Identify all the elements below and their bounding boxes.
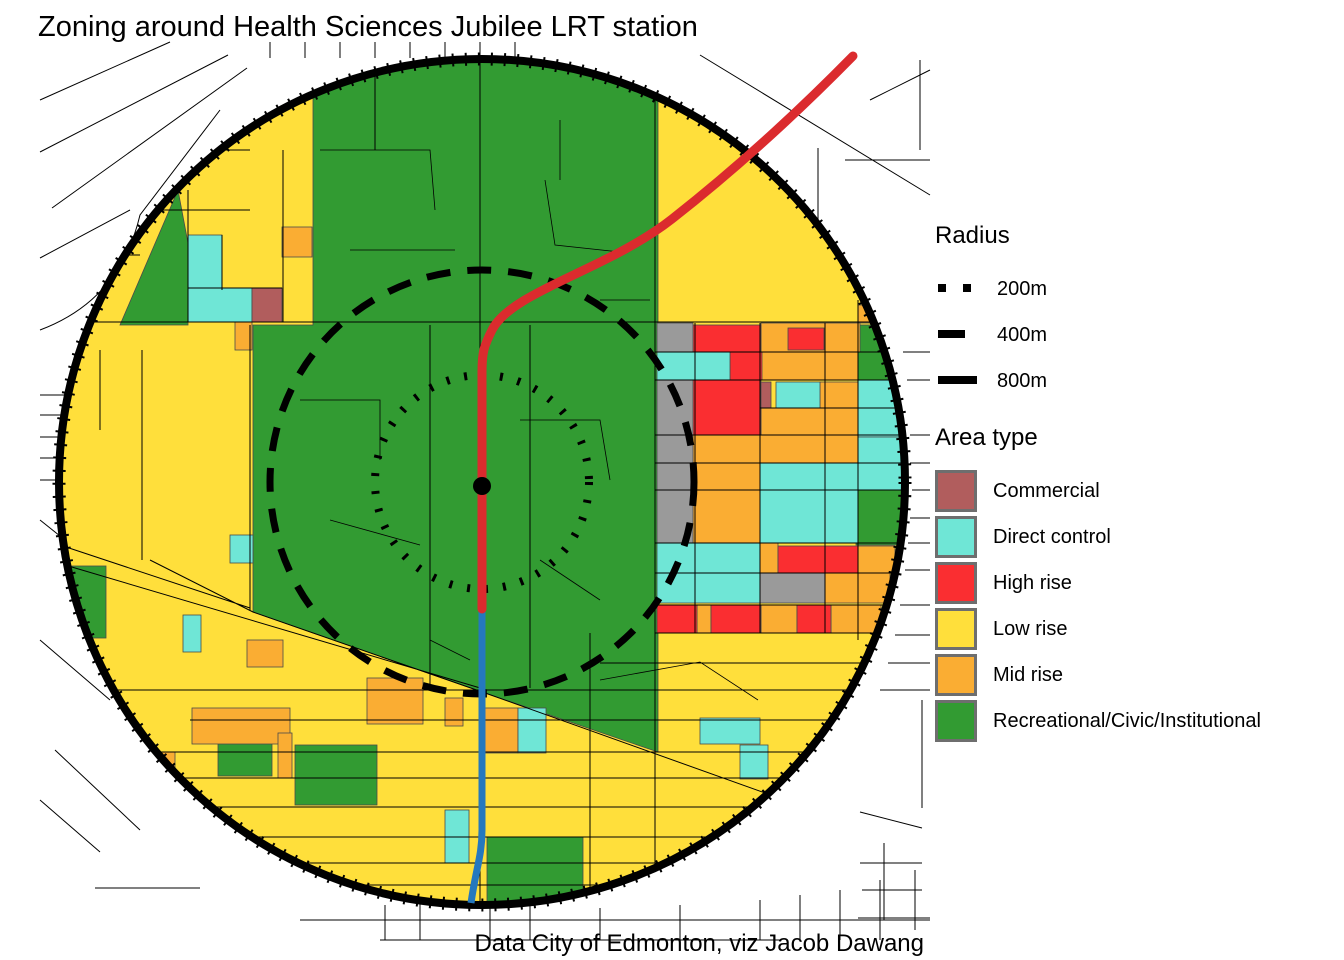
legend-area-label: Low rise [993,617,1068,640]
legend-area-label: Mid rise [993,663,1064,686]
legend-radius-label: 800m [997,369,1048,392]
legend-area-item-low-rise: Low rise [935,606,1261,652]
legend-radius-label: 200m [997,277,1048,300]
low-rise-swatch [935,608,977,650]
recreational-swatch [935,700,977,742]
legend-radius-item-200m: 200m [935,266,1047,312]
legend-area-type: Area type Commercial Direct control High… [935,424,1261,744]
legend-area-title: Area type [935,424,1038,451]
legend-area-item-commercial: Commercial [935,468,1261,514]
high-rise-swatch [935,562,977,604]
mid-rise-swatch [935,654,977,696]
legend-area-label: Direct control [993,525,1111,548]
legend-radius-item-400m: 400m [935,312,1047,358]
legend-area-label: Recreational/Civic/Institutional [993,709,1261,732]
commercial-swatch [935,470,977,512]
legend-area-item-direct-control: Direct control [935,514,1261,560]
direct-control-swatch [935,516,977,558]
lrt-line [477,51,858,614]
legend-radius-label: 400m [997,323,1048,346]
legend-area-label: High rise [993,571,1072,594]
secondary-line [467,520,486,904]
legend-radius-title: Radius [935,222,1010,249]
dotted-line-icon [935,280,997,298]
legend-area-item-recreational: Recreational/Civic/Institutional [935,698,1261,744]
dashed-line-icon [935,326,997,344]
legend-area-label: Commercial [993,479,1100,502]
legend-area-item-high-rise: High rise [935,560,1261,606]
page-title: Zoning around Health Sciences Jubilee LR… [38,11,698,43]
station-dot [473,477,491,495]
legend-radius: Radius 200m 400m 800m [935,222,1047,404]
data-credit-caption: Data City of Edmonton, viz Jacob Dawang [474,930,924,957]
legend-area-item-mid-rise: Mid rise [935,652,1261,698]
solid-line-icon [935,372,997,390]
legend-radius-item-800m: 800m [935,358,1047,404]
